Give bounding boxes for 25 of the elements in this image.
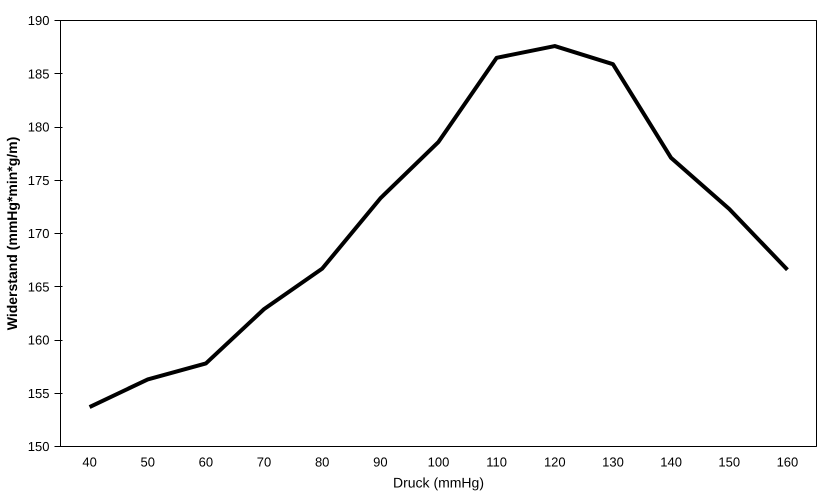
x-tick-label: 80 [314,454,330,470]
y-tick-label: 165 [28,279,50,294]
line-series [88,44,790,410]
x-tick-label: 90 [373,454,388,470]
x-tick-label: 110 [486,454,508,470]
y-tick-label: 175 [28,172,50,188]
x-tick-label: 150 [718,454,740,470]
y-tick-label: 155 [28,386,50,401]
x-tick-label: 130 [602,454,624,470]
y-tick-label: 185 [28,66,50,82]
y-tick-label: 170 [28,226,50,241]
x-tick-label: 40 [82,454,97,470]
y-axis-title: Widerstand (mmHg*min*g/m) [4,136,20,330]
y-tick-label: 190 [28,13,50,28]
y-tick-label: 180 [28,120,50,134]
x-tick-label: 100 [428,454,450,470]
y-tick-label: 150 [28,439,50,454]
x-tick-label: 140 [660,454,682,470]
x-tick-label: 70 [256,454,272,470]
x-tick-label: 160 [776,454,798,470]
x-axis-title: Druck (mmHg) [393,474,484,490]
x-tick-label: 50 [140,454,155,470]
x-tick-label: 120 [544,454,566,470]
x-tick-label: 60 [198,454,214,470]
y-tick-label: 160 [28,332,50,348]
